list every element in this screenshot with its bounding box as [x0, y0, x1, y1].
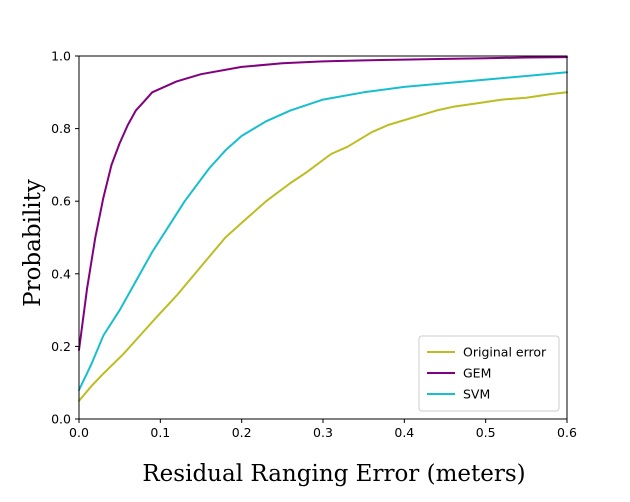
x-tick-label: 0.1	[150, 425, 170, 440]
y-tick-label: 0.6	[51, 194, 71, 209]
legend-label: Original error	[463, 345, 547, 360]
x-tick-label: 0.3	[313, 425, 333, 440]
x-tick-label: 0.2	[232, 425, 252, 440]
y-axis: 0.0 0.2 0.4 0.6 0.8 1.0	[51, 49, 79, 427]
y-tick-label: 0.4	[51, 266, 71, 281]
legend-box	[418, 335, 560, 412]
series-layer	[78, 56, 568, 402]
y-tick-label: 0.2	[51, 339, 71, 354]
series-line-original-error	[78, 91, 568, 402]
x-tick-label: 0.6	[557, 425, 577, 440]
series-line-svm	[78, 71, 568, 391]
y-tick-label: 0.0	[51, 412, 71, 427]
series-line-gem	[78, 56, 568, 351]
y-axis-label: Probability	[20, 179, 46, 307]
legend-label: GEM	[463, 366, 491, 381]
x-tick-label: 0.5	[476, 425, 496, 440]
x-axis: 0.0 0.1 0.2 0.3 0.4 0.5 0.6	[69, 419, 577, 440]
x-tick-label: 0.4	[394, 425, 414, 440]
legend-label: SVM	[463, 387, 490, 402]
legend: Original error GEM SVM	[418, 335, 560, 412]
y-tick-label: 0.8	[51, 121, 71, 136]
x-axis-label: Residual Ranging Error (meters)	[142, 461, 525, 487]
y-tick-label: 1.0	[51, 49, 71, 64]
x-tick-label: 0.0	[69, 425, 89, 440]
